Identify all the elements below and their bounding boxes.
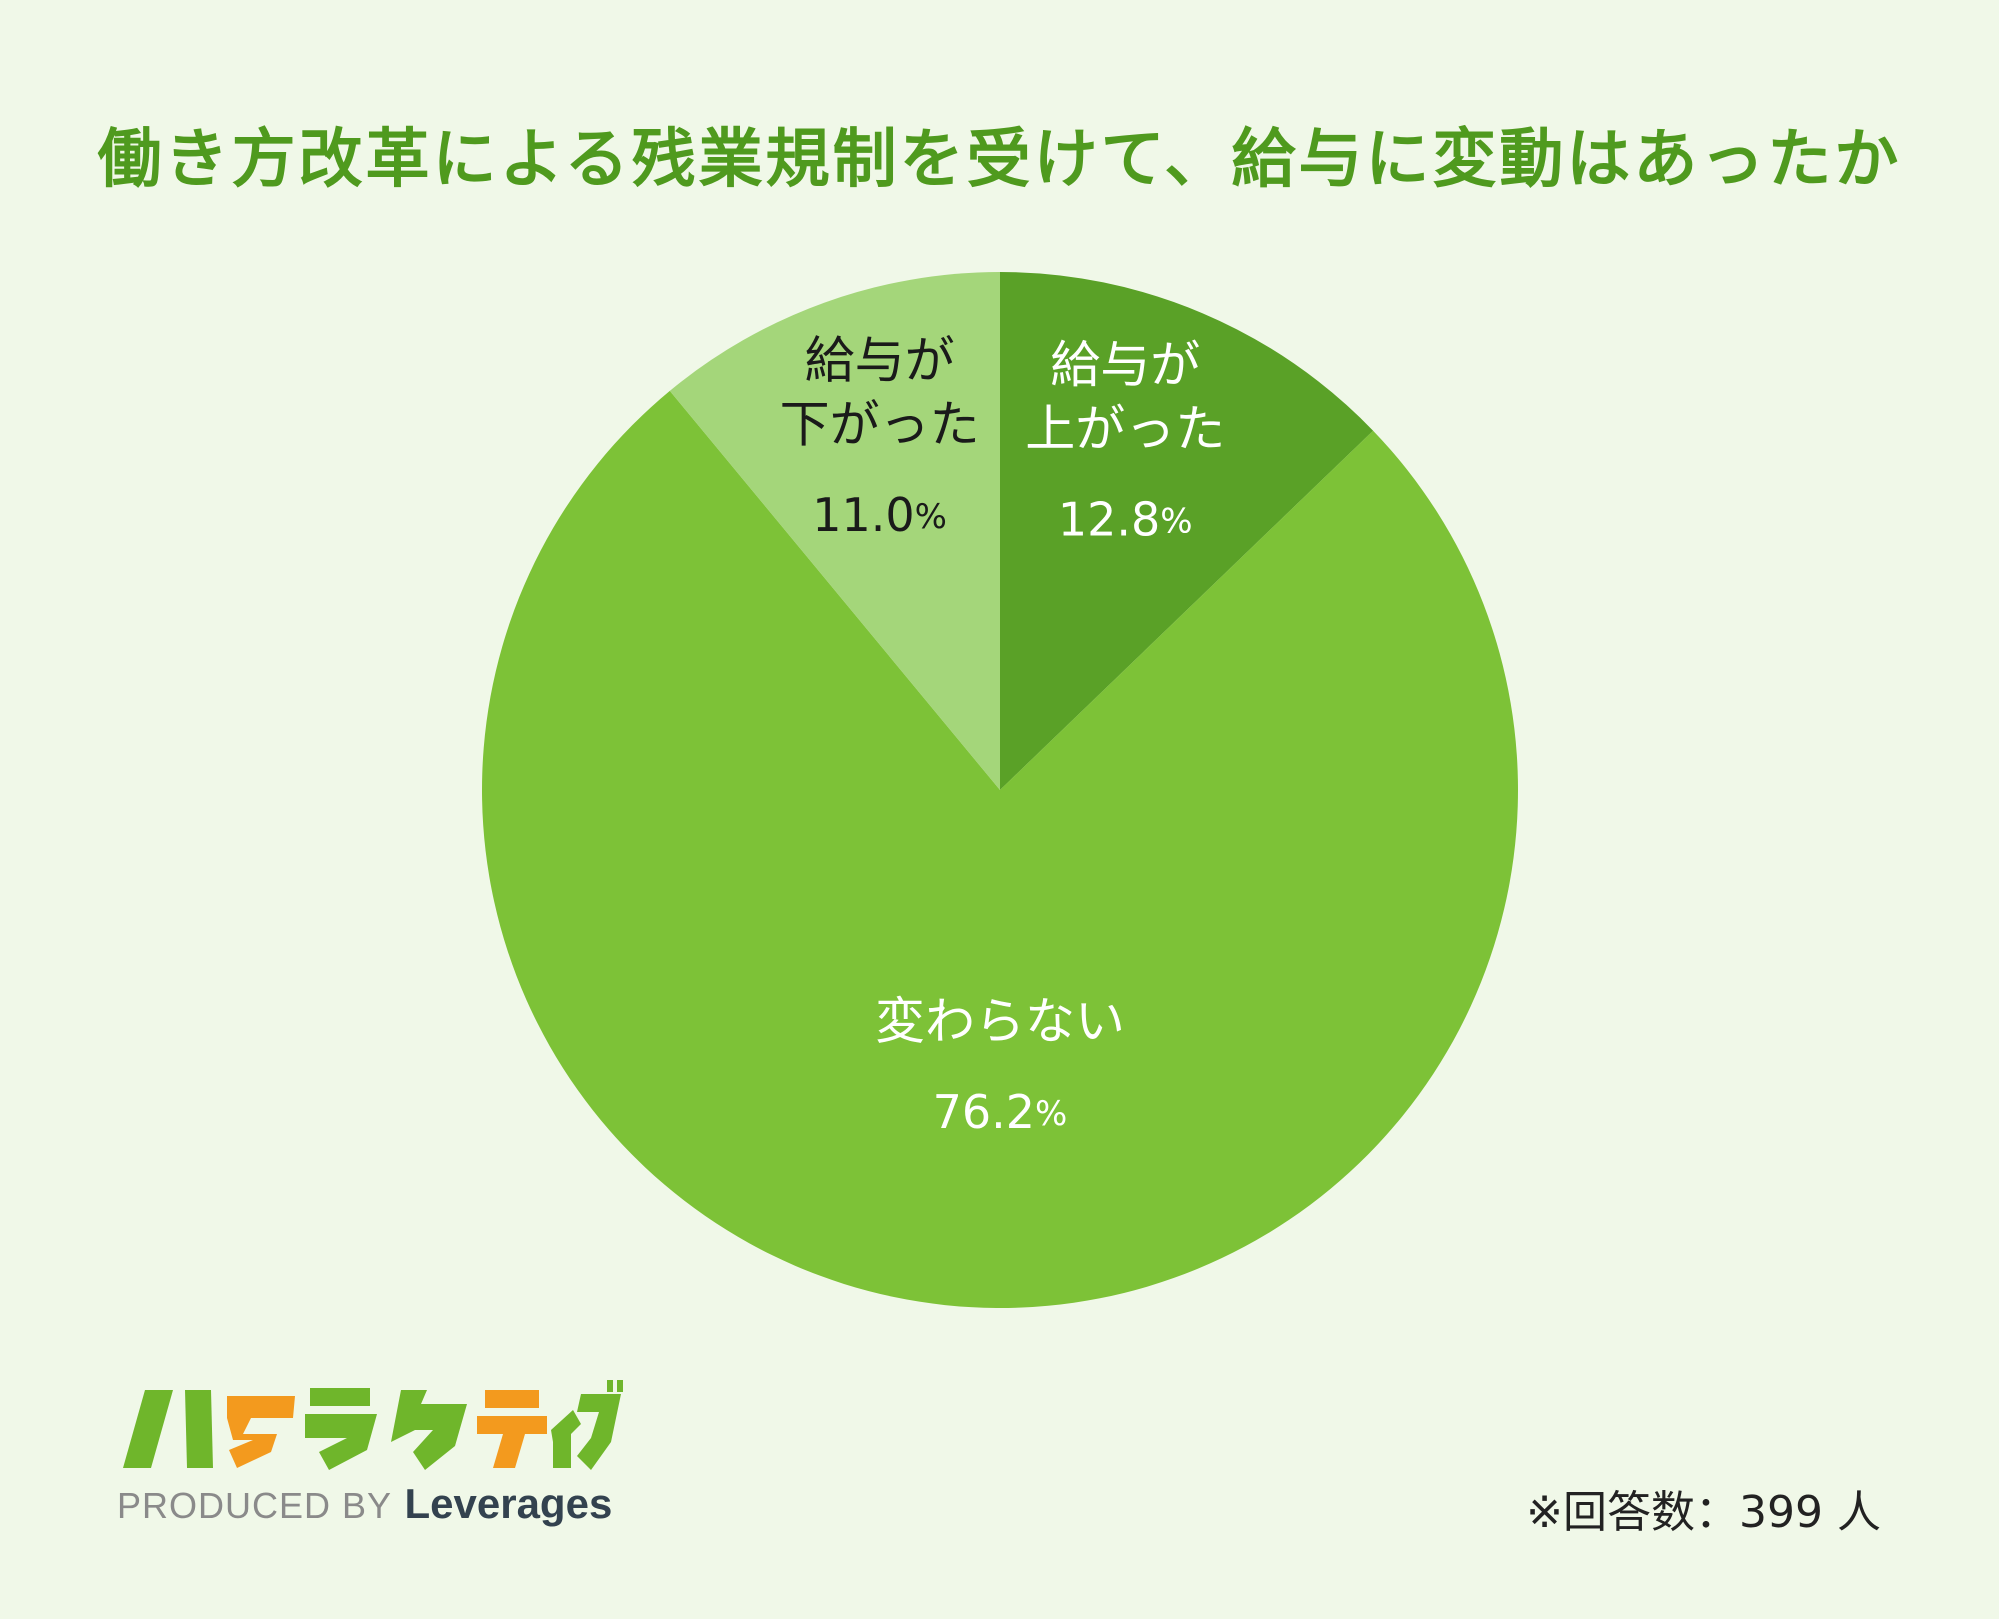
slice-salary-decreased (669, 272, 1000, 790)
slice-salary-increased (1000, 272, 1374, 790)
chart-title: 働き方改革による残業規制を受けて、給与に変動はあったか (97, 123, 1902, 197)
slice-value-label: 76.2% (933, 1085, 1068, 1139)
slice-label: 変わらない (875, 993, 1125, 1051)
logo-byline: PRODUCED BY Leverages (117, 1480, 612, 1528)
slice-value-label: 12.8% (1058, 492, 1193, 546)
produced-by-text: PRODUCED BY (117, 1485, 393, 1526)
slice-label: 上がった (1025, 400, 1225, 458)
slice-value-label: 11.0% (812, 487, 947, 541)
slice-label: 下がった (780, 395, 980, 453)
hataractive-logo: PRODUCED BY Leverages (115, 1380, 635, 1530)
slice-label: 給与が (805, 331, 955, 389)
leverages-brand-text: Leverages (404, 1480, 613, 1527)
slice-label: 給与が (1050, 336, 1200, 394)
hataractive-wordmark-icon (123, 1380, 623, 1470)
respondent-count-note: ※回答数：399 人 (1526, 1487, 1881, 1538)
slice-unchanged (482, 390, 1518, 1308)
